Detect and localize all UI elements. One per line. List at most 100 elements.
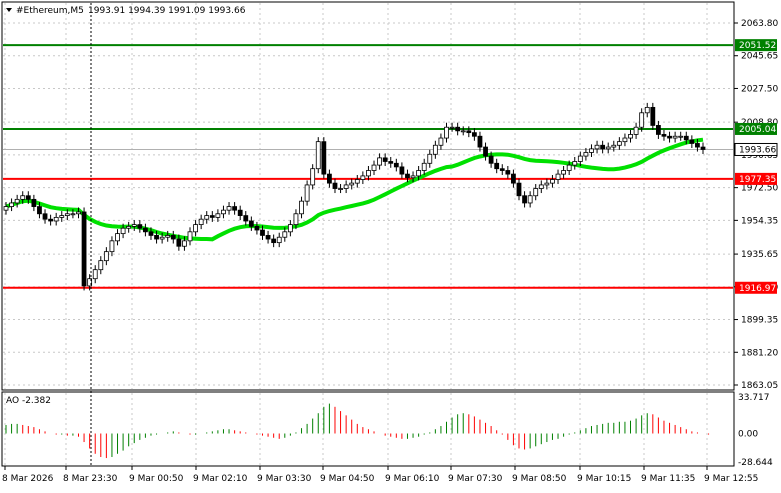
candle-body (377, 157, 382, 166)
candle-body (427, 153, 433, 164)
price-tick-label: 2027.50 (741, 84, 778, 94)
price-pane[interactable] (1, 1, 735, 391)
candle-body (628, 134, 633, 139)
candle-body (3, 206, 9, 211)
candle-body (137, 224, 143, 229)
time-tick-label: 9 Mar 02:10 (193, 474, 248, 484)
candle-body (516, 182, 522, 197)
candle-body (327, 173, 332, 184)
candle-body (393, 162, 399, 168)
time-tick-label: 9 Mar 07:30 (448, 474, 503, 484)
candle-body (332, 182, 338, 189)
candle-body (293, 213, 299, 226)
time-tick-label: 9 Mar 10:15 (577, 474, 631, 484)
candle-body (282, 231, 288, 238)
time-tick-label: 9 Mar 11:35 (641, 474, 695, 484)
indicator-label: AO -2.382 (6, 396, 51, 406)
time-tick-label: 9 Mar 06:10 (385, 474, 440, 484)
current-price-tag (734, 142, 778, 156)
price-tick-label: 1863.05 (741, 381, 778, 391)
symbol-title: #Ethereum,M5 (16, 6, 84, 16)
candle-body (555, 173, 561, 180)
candle-body (566, 164, 572, 171)
candle-body (460, 130, 466, 133)
candle-body (416, 170, 422, 177)
candle-body (544, 182, 550, 186)
candle-body (611, 144, 617, 148)
time-tick-label: 9 Mar 00:50 (129, 474, 184, 484)
candle-body (444, 126, 449, 139)
candle-body (25, 195, 31, 200)
candle-body (343, 184, 349, 189)
candle-body (683, 135, 689, 141)
candle-body (299, 200, 304, 215)
candle-body (254, 226, 260, 231)
candle-body (310, 168, 316, 186)
candle-body (170, 235, 176, 240)
candle-body (589, 148, 594, 153)
candle-body (103, 251, 109, 262)
candle-body (20, 195, 26, 200)
candle-body (98, 260, 104, 271)
candle-body (198, 218, 204, 226)
candle-body (388, 161, 394, 164)
candle-body (655, 125, 661, 135)
indicator-pane[interactable] (1, 391, 735, 467)
candle-body (59, 215, 65, 218)
candle-body (550, 179, 555, 184)
level-tag-label: 1977.35 (739, 175, 776, 185)
candle-body (248, 220, 254, 227)
candle-body (410, 175, 416, 179)
indicator-tick-label: 0.00 (738, 430, 758, 440)
candle-body (455, 126, 461, 132)
candle-body (661, 134, 667, 137)
candle-body (92, 269, 98, 280)
candle-body (366, 170, 371, 177)
candle-body (672, 135, 678, 139)
level-tag (735, 281, 777, 294)
time-tick-label: 8 Mar 23:30 (63, 474, 118, 484)
candle-body (338, 188, 343, 190)
candle-body (232, 206, 238, 211)
dropdown-arrow-icon[interactable] (6, 8, 12, 12)
candle-body (667, 135, 672, 139)
candle-body (633, 126, 639, 135)
candle-body (371, 164, 377, 171)
candle-body (148, 231, 154, 236)
candle-body (438, 137, 444, 146)
level-tag (735, 39, 777, 52)
candle-body (527, 195, 533, 204)
candle-body (126, 226, 132, 229)
level-tag-label: 2051.52 (739, 41, 776, 51)
candle-body (81, 211, 87, 287)
candle-body (538, 184, 544, 189)
candle-body (276, 236, 282, 244)
candle-body (399, 166, 405, 175)
candle-body (115, 233, 120, 242)
candle-body (494, 162, 500, 170)
candle-body (265, 235, 271, 240)
candle-body (215, 213, 221, 218)
candle-body (70, 213, 76, 216)
candle-body (187, 231, 193, 242)
price-tick-label: 1935.65 (741, 250, 778, 260)
candle-body (53, 216, 59, 222)
candle-body (48, 218, 54, 222)
candle-body (561, 170, 566, 175)
candle-body (522, 195, 527, 204)
candle-body (432, 144, 438, 155)
candle-body (182, 240, 187, 247)
candle-body (488, 155, 494, 164)
time-tick-label: 9 Mar 03:30 (257, 474, 312, 484)
candle-body (131, 224, 137, 227)
candle-body (644, 106, 650, 114)
candle-body (176, 238, 182, 247)
candle-body (315, 141, 321, 170)
indicator-tick-label: 33.717 (738, 393, 770, 403)
candle-body (583, 152, 589, 157)
candle-body (616, 141, 622, 146)
candle-body (678, 135, 684, 138)
current-price-label: 1993.66 (739, 145, 776, 155)
